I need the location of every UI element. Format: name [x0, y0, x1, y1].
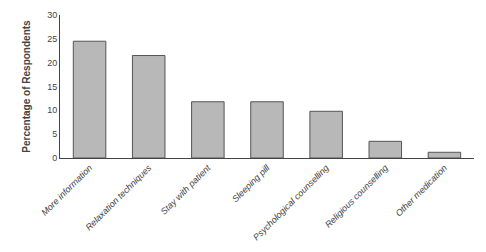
svg-text:15: 15 [47, 82, 57, 92]
svg-text:Relaxation techniques: Relaxation techniques [84, 162, 154, 232]
svg-text:20: 20 [47, 58, 57, 68]
svg-text:More information: More information [39, 163, 94, 218]
svg-text:Psychological counselling: Psychological counselling [251, 163, 331, 243]
svg-text:Sleeping pill: Sleeping pill [230, 162, 272, 204]
svg-text:Stay with patient: Stay with patient [159, 162, 213, 216]
svg-text:Other medication: Other medication [393, 163, 449, 219]
svg-text:5: 5 [52, 129, 57, 139]
svg-text:0: 0 [52, 153, 57, 163]
svg-text:Religious counselling: Religious counselling [323, 163, 390, 230]
svg-text:30: 30 [47, 10, 57, 20]
svg-text:Percentage of Respondents: Percentage of Respondents [21, 20, 32, 153]
svg-text:25: 25 [47, 34, 57, 44]
svg-text:10: 10 [47, 105, 57, 115]
